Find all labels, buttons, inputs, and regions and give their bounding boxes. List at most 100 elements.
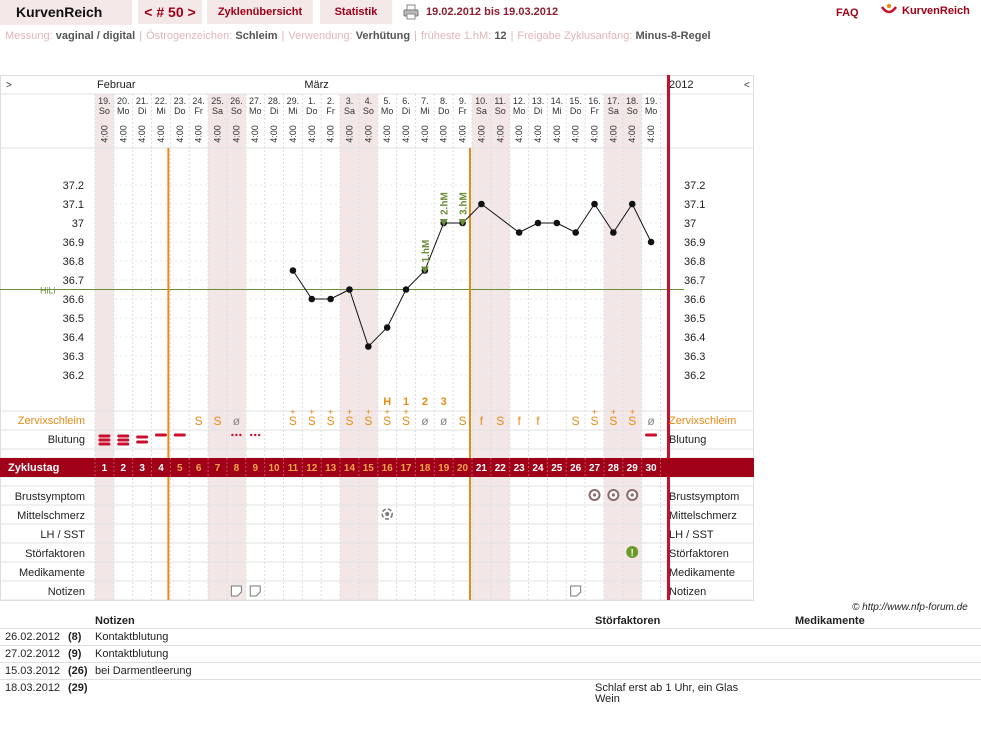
y-tick-left: 36.5 [63,313,84,325]
temperature-point [289,267,297,274]
day-weekday: Fr [458,106,467,116]
chart-toggle-left[interactable]: > [6,80,12,91]
table-row: 18.03.2012 (29) Schlaf erst ab 1 Uhr, ei… [0,679,981,709]
measure-time: 4:00 [231,125,241,143]
day-date: 20. [117,96,130,106]
day-date: 17. [607,96,620,106]
day-weekday: So [627,106,638,116]
hm-label: 2.hM [440,192,451,215]
hm-marker [439,219,448,226]
note-text: Kontaktblutung [95,648,169,660]
table-row: 27.02.2012 (9) Kontaktblutung [0,645,981,662]
credit-text: © http://www.nfp-forum.de [852,602,968,613]
day-date: 19. [98,96,111,106]
day-weekday: Mi [288,106,298,116]
mucus-plus: + [611,407,616,417]
breast-icon-dot [630,493,634,497]
cycle-day-number: 10 [269,463,281,474]
note-date: 18.03.2012 [5,682,61,694]
info-label: Verwendung: [288,30,356,42]
cycle-day-number: 25 [551,463,563,474]
mucus-symbol: S [364,414,372,428]
cycle-day-number: 27 [589,463,601,474]
day-weekday: Mi [420,106,430,116]
bleeding-spot [250,433,253,437]
day-weekday: Fr [194,106,203,116]
note-cycle-day: (26) [68,665,88,677]
temperature-point [572,229,579,236]
disturb-mark: ! [631,548,634,559]
bleeding-heavy [117,434,130,438]
mucus-symbol: ø [440,414,448,428]
day-weekday: Mi [156,106,166,116]
symptom-row-label-right: Notizen [669,586,706,598]
day-weekday: Di [138,106,147,116]
statistics-tab[interactable]: Statistik [320,0,392,24]
day-date: 14. [551,96,564,106]
day-weekday: Do [438,106,450,116]
measure-time: 4:00 [344,125,354,143]
bleeding-spot [254,433,257,437]
measure-time: 4:00 [590,125,600,143]
brand-link[interactable]: KurvenReich [880,2,970,22]
day-weekday: Di [534,106,543,116]
day-date: 7. [421,96,429,106]
measure-time: 4:00 [552,125,562,143]
mucus-peak-label: 3 [441,396,447,408]
mucus-symbol: f [480,414,484,428]
cycle-day-number: 6 [196,463,202,474]
disturb-text: Schlaf erst ab 1 Uhr, ein Glas [595,682,739,694]
app-logo[interactable]: KurvenReich [0,0,132,25]
hm-label: 1.hM [421,240,432,263]
chart-toggle-right[interactable]: < [744,80,750,91]
y-tick-right: 36.8 [684,256,705,268]
mucus-plus: + [328,407,333,417]
y-tick-left: 36.9 [63,237,84,249]
measure-time: 4:00 [213,125,223,143]
temperature-point [647,238,655,246]
day-date: 15. [569,96,582,106]
measure-time: 4:00 [363,125,373,143]
mucus-plus: + [630,407,635,417]
cycle-day-number: 14 [344,463,356,474]
temperature-point [553,219,561,227]
table-row: 26.02.2012 (8) Kontaktblutung [0,628,981,645]
cycle-nav-button[interactable]: < # 50 > [138,0,202,24]
faq-link[interactable]: FAQ [836,7,859,19]
bleeding-heavy [98,434,111,438]
disturb-text-cont: Wein [595,693,620,705]
measure-time: 4:00 [495,125,505,143]
day-date: 10. [475,96,488,106]
cycle-day-number: 2 [120,463,126,474]
day-date: 9. [459,96,467,106]
cycle-day-number: 17 [400,463,412,474]
temperature-point [365,343,372,350]
symptom-row-label-right: Mittelschmerz [669,510,737,522]
cycle-overview-tab[interactable]: Zyklenübersicht [207,0,313,24]
measure-time: 4:00 [288,125,298,143]
y-tick-right: 36.4 [684,332,705,344]
row-label-cervical-right: Zervixschleim [669,415,736,427]
mucus-symbol: S [289,414,297,428]
info-label: Freigabe Zyklusanfang: [517,30,636,42]
bleeding-spot [235,433,238,437]
bleeding-light [173,433,186,437]
y-tick-right: 36.5 [684,313,705,325]
mucus-plus: + [592,407,597,417]
cycle-day-number: 20 [457,463,469,474]
measure-time: 4:00 [571,125,581,143]
day-date: 26. [230,96,243,106]
bleeding-medium [136,440,149,444]
measure-time: 4:00 [118,125,128,143]
hm-marker [458,219,467,226]
day-date: 1. [308,96,316,106]
cycle-day-number: 19 [438,463,450,474]
day-date: 8. [440,96,448,106]
mucus-plus: + [309,407,314,417]
info-value: vaginal / digital [55,30,136,42]
print-icon[interactable] [403,4,419,20]
brand-logo-icon [880,3,898,14]
mucus-peak-label: H [383,396,391,408]
day-weekday: Mi [552,106,562,116]
cycle-day-number: 22 [495,463,507,474]
